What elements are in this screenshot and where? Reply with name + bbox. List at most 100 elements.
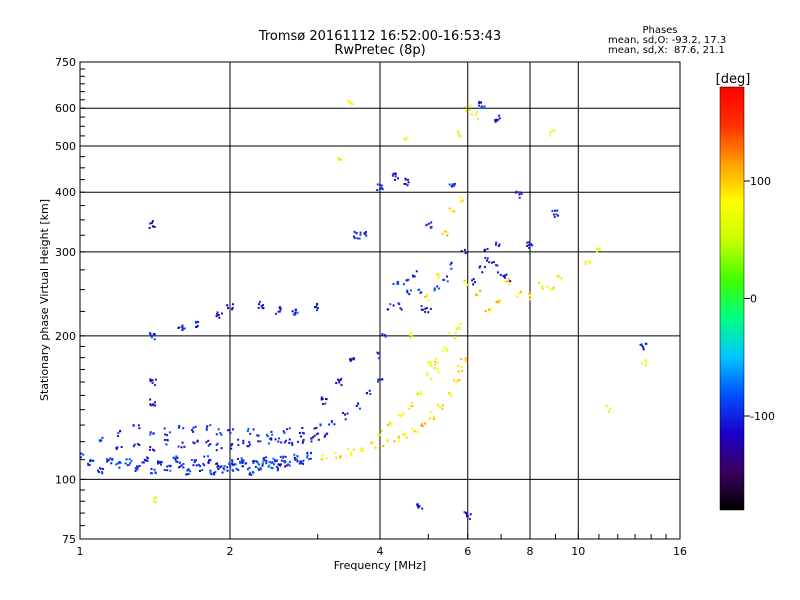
data-point bbox=[479, 265, 482, 268]
colorbar-tick-label: -100 bbox=[750, 410, 775, 423]
data-point bbox=[295, 458, 298, 461]
data-point bbox=[347, 100, 350, 103]
data-point bbox=[136, 443, 139, 446]
data-point bbox=[404, 434, 407, 437]
data-point bbox=[421, 507, 424, 510]
data-point bbox=[209, 470, 212, 473]
data-point bbox=[151, 221, 154, 224]
data-point bbox=[201, 469, 204, 472]
data-point bbox=[158, 461, 161, 464]
data-point bbox=[357, 403, 360, 406]
data-point bbox=[437, 273, 440, 276]
data-point bbox=[528, 243, 531, 246]
data-point bbox=[132, 445, 135, 448]
data-point bbox=[317, 432, 320, 435]
data-point bbox=[427, 222, 430, 225]
data-point bbox=[420, 291, 423, 294]
data-point bbox=[344, 418, 347, 421]
data-point bbox=[322, 403, 325, 406]
data-point bbox=[409, 336, 412, 339]
data-point bbox=[418, 288, 421, 291]
data-point bbox=[284, 460, 287, 463]
data-point bbox=[99, 467, 102, 470]
data-point bbox=[497, 301, 500, 304]
data-point bbox=[214, 470, 217, 473]
data-point bbox=[181, 325, 184, 328]
data-point bbox=[324, 402, 327, 405]
data-point bbox=[192, 441, 195, 444]
data-point bbox=[190, 458, 193, 461]
data-point bbox=[551, 210, 554, 213]
data-point bbox=[228, 462, 231, 465]
data-point bbox=[316, 307, 319, 310]
data-point bbox=[178, 462, 181, 465]
data-point bbox=[502, 275, 505, 278]
x-tick-label: 6 bbox=[464, 545, 471, 558]
data-point bbox=[265, 433, 268, 436]
data-point bbox=[333, 423, 336, 426]
data-point bbox=[413, 430, 416, 433]
data-point bbox=[363, 232, 366, 235]
data-point bbox=[98, 439, 101, 442]
data-point bbox=[514, 191, 517, 194]
data-point bbox=[645, 342, 648, 345]
data-point bbox=[100, 471, 103, 474]
data-point bbox=[117, 432, 120, 435]
colorbar-ticks: 100 0 -100 bbox=[744, 175, 775, 423]
data-point bbox=[362, 449, 365, 452]
data-point bbox=[397, 437, 400, 440]
data-point bbox=[151, 225, 154, 228]
data-point bbox=[420, 308, 423, 311]
data-point bbox=[282, 455, 285, 458]
data-point bbox=[348, 100, 351, 103]
data-point bbox=[455, 381, 458, 384]
data-point bbox=[553, 215, 556, 218]
data-point bbox=[450, 267, 453, 270]
data-point bbox=[315, 433, 318, 436]
data-point bbox=[261, 306, 264, 309]
data-point bbox=[645, 361, 648, 364]
data-point bbox=[276, 459, 279, 462]
data-point bbox=[323, 435, 326, 438]
data-point bbox=[263, 459, 266, 462]
data-point bbox=[302, 432, 305, 435]
data-point bbox=[130, 459, 133, 462]
data-point bbox=[210, 473, 213, 476]
data-point bbox=[402, 412, 405, 415]
data-point bbox=[328, 423, 331, 426]
data-point bbox=[437, 371, 440, 374]
data-point bbox=[436, 285, 439, 288]
data-point bbox=[340, 377, 343, 380]
data-point bbox=[262, 460, 265, 463]
data-point bbox=[430, 221, 433, 224]
data-point bbox=[182, 462, 185, 465]
data-point bbox=[420, 423, 423, 426]
y-tick-label: 600 bbox=[55, 102, 76, 115]
data-point bbox=[434, 358, 437, 361]
data-point bbox=[193, 459, 196, 462]
data-point bbox=[119, 430, 122, 433]
data-point bbox=[384, 335, 387, 338]
data-point bbox=[527, 241, 530, 244]
data-point bbox=[166, 439, 169, 442]
data-point bbox=[220, 433, 223, 436]
data-point bbox=[549, 134, 552, 137]
data-point bbox=[446, 349, 449, 352]
data-point bbox=[508, 283, 511, 286]
data-point bbox=[246, 445, 249, 448]
data-point bbox=[397, 435, 400, 438]
data-point bbox=[274, 460, 277, 463]
data-point bbox=[249, 443, 252, 446]
data-point bbox=[177, 425, 180, 428]
data-point bbox=[355, 404, 358, 407]
data-point bbox=[283, 431, 286, 434]
data-point bbox=[460, 358, 463, 361]
data-point bbox=[257, 306, 260, 309]
data-point bbox=[352, 235, 355, 238]
data-point bbox=[449, 392, 452, 395]
data-point bbox=[518, 292, 521, 295]
data-point bbox=[163, 438, 166, 441]
data-point bbox=[640, 343, 643, 346]
x-tick-label: 16 bbox=[673, 545, 687, 558]
data-point bbox=[153, 226, 156, 229]
